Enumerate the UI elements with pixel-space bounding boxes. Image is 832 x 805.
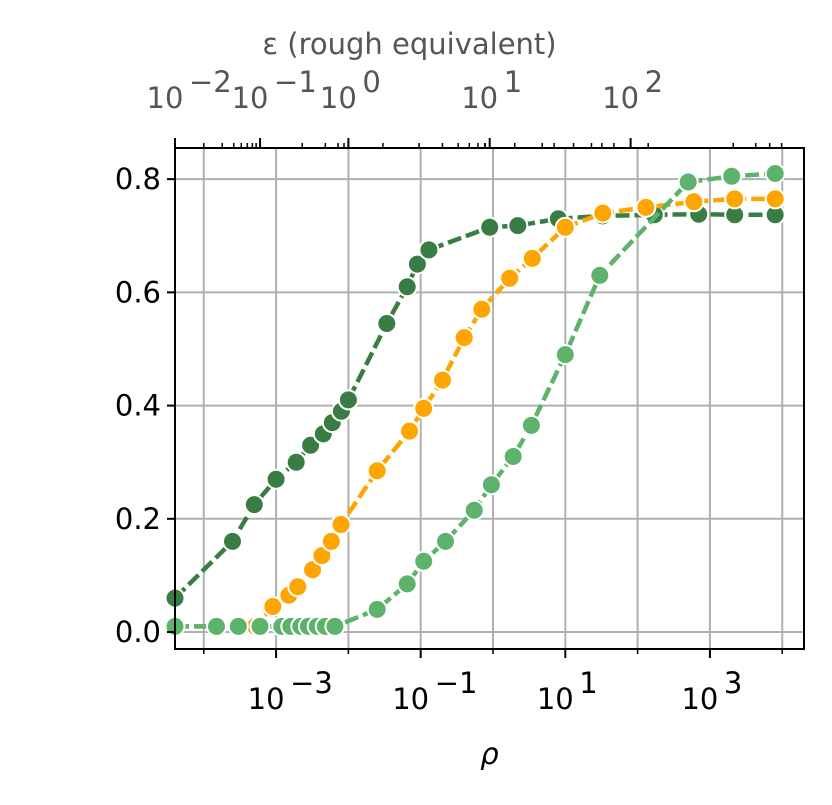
data-point: [396, 276, 418, 298]
data-point: [521, 247, 543, 269]
y-tick-label: 0.0: [115, 615, 161, 649]
top-tick-label-exponent: −1: [274, 65, 317, 99]
data-point: [435, 530, 456, 552]
data-point: [311, 545, 333, 567]
top-tick-label: 10: [232, 81, 269, 115]
data-point: [399, 420, 420, 442]
data-point: [480, 474, 502, 496]
x-tick-label: 10: [248, 682, 285, 716]
top-tick-label-exponent: 0: [362, 65, 380, 99]
x-tick-label-exponent: 3: [724, 666, 742, 700]
x-tick-label-exponent: 1: [579, 666, 597, 700]
data-point: [249, 615, 271, 637]
data-point: [406, 253, 428, 275]
top-tick-label: 10: [147, 81, 184, 115]
x-tick-label-exponent: −3: [290, 666, 333, 700]
series-layer: [164, 163, 786, 637]
series-line: [175, 171, 776, 629]
top-tick-label: 10: [320, 81, 357, 115]
data-point: [262, 596, 284, 617]
data-point: [721, 165, 743, 187]
data-point: [471, 298, 493, 320]
data-point: [592, 202, 614, 224]
data-point: [520, 414, 542, 436]
x-tick-label-exponent: −1: [435, 666, 478, 700]
data-point: [396, 573, 418, 595]
data-point: [320, 530, 342, 552]
data-point: [324, 615, 346, 637]
data-point: [432, 369, 453, 391]
data-point: [479, 216, 501, 238]
series-line: [173, 211, 776, 600]
top-tick-label: 10: [602, 81, 639, 115]
top-axis-label: ε (rough equivalent): [262, 27, 556, 61]
top-tick-label-exponent: 1: [504, 65, 522, 99]
data-point: [683, 191, 705, 213]
data-point: [285, 451, 307, 473]
data-point: [337, 389, 359, 411]
x-tick-label: 10: [681, 682, 718, 716]
data-point: [507, 215, 529, 237]
data-point: [413, 550, 435, 572]
data-point: [366, 598, 388, 620]
series-0: [164, 203, 786, 609]
data-point: [366, 460, 388, 482]
data-point: [376, 313, 398, 334]
top-tick-label-exponent: −2: [189, 65, 232, 99]
data-point: [206, 615, 227, 637]
data-point: [287, 576, 309, 598]
y-tick-label: 0.8: [115, 162, 161, 196]
data-point: [227, 615, 249, 637]
data-point: [554, 344, 576, 366]
data-point: [243, 494, 265, 516]
data-point: [413, 397, 435, 419]
top-tick-label: 10: [461, 81, 498, 115]
data-point: [463, 499, 485, 521]
tick-marks: [167, 138, 783, 658]
data-point: [453, 327, 475, 349]
data-point: [502, 446, 524, 467]
tick-labels: 0.00.20.40.60.810 −3 10 −1 10 1 10 310 −2 10 −1 10 0…: [115, 65, 743, 716]
data-point: [330, 514, 352, 535]
y-tick-label: 0.4: [115, 389, 161, 423]
x-tick-label: 10: [392, 682, 429, 716]
data-point: [499, 267, 521, 289]
data-point: [724, 188, 746, 210]
data-point: [589, 264, 611, 286]
data-point: [418, 239, 440, 261]
x-tick-label: 10: [537, 682, 574, 716]
y-tick-label: 0.2: [115, 502, 161, 536]
data-point: [265, 468, 287, 490]
top-tick-label-exponent: 2: [645, 65, 663, 99]
series-2: [164, 163, 786, 637]
data-point: [635, 196, 657, 218]
series-1: [164, 188, 786, 637]
data-point: [554, 216, 576, 238]
x-axis-label: ρ: [480, 737, 499, 771]
data-point: [222, 530, 243, 552]
data-point: [764, 188, 786, 210]
data-point: [677, 171, 699, 193]
y-tick-label: 0.6: [115, 275, 161, 309]
data-point: [764, 163, 786, 184]
series-line: [175, 196, 776, 629]
